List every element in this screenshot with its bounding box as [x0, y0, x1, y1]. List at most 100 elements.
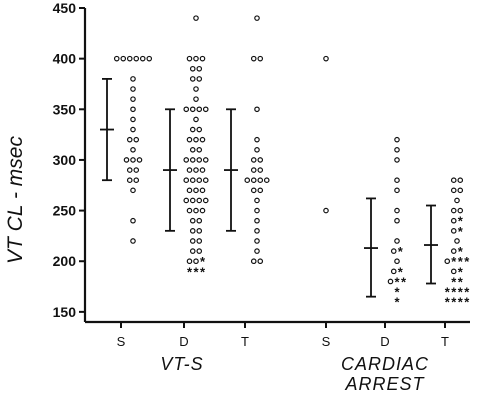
data-point-open [130, 116, 136, 123]
data-point-open [394, 177, 400, 183]
data-point-filled: * [464, 254, 470, 269]
data-point-open [193, 96, 199, 102]
data-point-open [183, 106, 190, 113]
data-point-open [146, 55, 153, 62]
data-point-filled: * [394, 274, 400, 289]
data-point-open [126, 55, 133, 62]
data-point-open [189, 228, 196, 234]
data-point-open [394, 258, 400, 265]
data-point-open [186, 136, 193, 143]
data-point-open [257, 258, 264, 265]
data-point-open [133, 55, 140, 62]
data-point-filled: * [458, 274, 464, 289]
group-label-vt-s: VT-S [160, 354, 203, 374]
data-point-open [189, 238, 196, 244]
data-point-open [133, 136, 140, 143]
data-point-open [199, 187, 206, 194]
data-point-open [133, 167, 140, 173]
data-point-open [120, 55, 127, 62]
group-label-cardiac-arrest-line2: ARREST [344, 374, 425, 394]
data-point-open [196, 126, 203, 133]
data-point-open [196, 106, 203, 113]
x-tick-label: T [441, 334, 449, 349]
y-tick-label: 350 [53, 101, 77, 117]
data-point-open [254, 228, 260, 234]
data-point-open [257, 157, 264, 163]
data-point-open [130, 76, 136, 82]
data-point-open [202, 157, 209, 163]
axes: 150 200 250 300 350 400 450 S D T S D T VT-S CARDIACAR… [53, 0, 470, 394]
data-point-filled: * [193, 264, 199, 279]
data-point-open [457, 187, 464, 194]
data-point-open [196, 76, 203, 82]
x-tick-label: D [179, 334, 188, 349]
chart-marks: * * ***** **** * * ** * * ** *** * **** [100, 15, 470, 310]
data-point-open [189, 147, 196, 153]
data-point-open [257, 55, 264, 62]
data-point-open [244, 177, 251, 183]
data-point-open [457, 207, 464, 214]
data-point-open [130, 217, 136, 224]
data-point-open [196, 248, 203, 254]
data-point-open [387, 278, 394, 285]
data-point-open [202, 177, 209, 183]
data-point-open [189, 106, 196, 113]
data-point-filled: * [445, 295, 451, 310]
data-point-open [186, 207, 193, 214]
data-point-open [193, 187, 199, 194]
data-point-open [193, 258, 199, 265]
x-tick-label: T [241, 334, 249, 349]
data-point-filled: * [451, 274, 457, 289]
data-point-filled: * [458, 214, 464, 229]
data-point-open [263, 177, 270, 183]
data-point-open [199, 55, 206, 62]
data-point-open [454, 238, 460, 244]
data-point-filled: * [458, 295, 464, 310]
data-point-open [193, 55, 199, 62]
data-point-open [323, 207, 329, 214]
data-point-open [450, 187, 457, 194]
data-point-open [193, 167, 199, 173]
data-point-filled: * [200, 254, 206, 269]
data-point-open [189, 248, 196, 254]
y-axis-label: VT CL - msec [4, 136, 27, 264]
data-point-filled: * [458, 285, 464, 300]
data-point-open [189, 177, 196, 183]
y-tick-label: 450 [53, 0, 77, 16]
data-point-open [183, 157, 190, 163]
data-point-open [130, 147, 136, 153]
data-point-open [457, 177, 464, 183]
data-point-open [394, 238, 400, 244]
data-point-open [250, 187, 257, 194]
data-point-open [199, 136, 206, 143]
data-point-filled: * [458, 254, 464, 269]
data-point-open [450, 248, 457, 254]
data-point-open [189, 126, 196, 133]
data-point-filled: * [451, 254, 457, 269]
group-label-cardiac-arrest: CARDIAC [341, 354, 429, 374]
data-point-open [250, 177, 257, 183]
data-point-filled: * [464, 285, 470, 300]
data-point-open [202, 197, 209, 204]
data-point-open [254, 136, 260, 143]
data-point-open [199, 207, 206, 214]
data-point-open [450, 217, 457, 224]
data-point-open [196, 147, 203, 153]
y-tick-label: 300 [53, 152, 77, 168]
data-point-open [450, 177, 457, 183]
data-point-open [254, 147, 260, 153]
data-point-open [444, 258, 451, 265]
data-point-open [130, 126, 136, 133]
data-point-open [193, 207, 199, 214]
data-point-open [186, 55, 193, 62]
data-point-filled: * [464, 295, 470, 310]
data-point-open [394, 187, 400, 194]
y-tick-label: 200 [53, 253, 77, 269]
data-point-filled: * [445, 285, 451, 300]
data-point-open [202, 106, 209, 113]
data-point-open [254, 248, 260, 254]
data-point-open [189, 197, 196, 204]
x-tick-label: S [322, 334, 331, 349]
data-point-open [254, 217, 260, 224]
x-tick-label: S [117, 334, 126, 349]
